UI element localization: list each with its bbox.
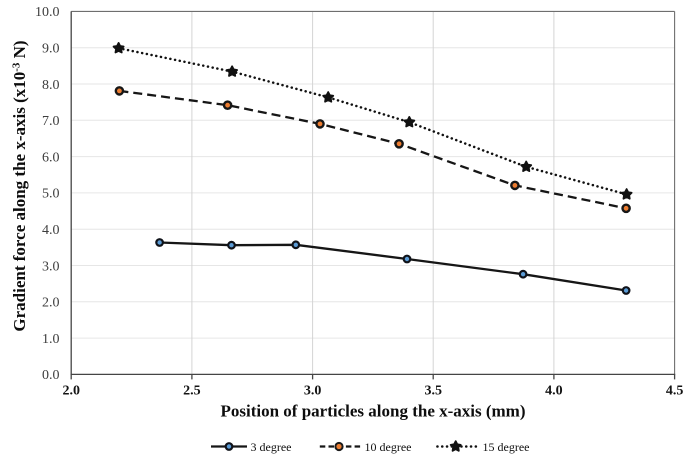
- svg-text:3.5: 3.5: [424, 384, 442, 399]
- svg-text:4.0: 4.0: [545, 384, 563, 399]
- svg-text:0.0: 0.0: [42, 368, 60, 383]
- svg-text:15 degree: 15 degree: [483, 440, 530, 454]
- svg-text:3 degree: 3 degree: [251, 440, 292, 454]
- svg-text:10.0: 10.0: [35, 5, 60, 20]
- svg-text:6.0: 6.0: [42, 150, 60, 165]
- svg-text:1.0: 1.0: [42, 332, 60, 347]
- svg-text:10 degree: 10 degree: [365, 440, 412, 454]
- svg-text:Position of particles along th: Position of particles along the x-axis (…: [220, 402, 525, 421]
- svg-text:2.5: 2.5: [183, 384, 201, 399]
- svg-text:4.0: 4.0: [42, 223, 60, 238]
- svg-text:2.0: 2.0: [62, 384, 80, 399]
- svg-text:3.0: 3.0: [42, 259, 60, 274]
- svg-text:3.0: 3.0: [304, 384, 322, 399]
- svg-text:2.0: 2.0: [42, 296, 60, 311]
- svg-text:4.5: 4.5: [666, 384, 684, 399]
- svg-text:7.0: 7.0: [42, 114, 60, 129]
- svg-text:5.0: 5.0: [42, 187, 60, 202]
- svg-text:9.0: 9.0: [42, 42, 60, 57]
- svg-text:Gradient force along the x-axi: Gradient force along the x-axis (x10-3 N…: [10, 40, 29, 331]
- svg-text:8.0: 8.0: [42, 78, 60, 93]
